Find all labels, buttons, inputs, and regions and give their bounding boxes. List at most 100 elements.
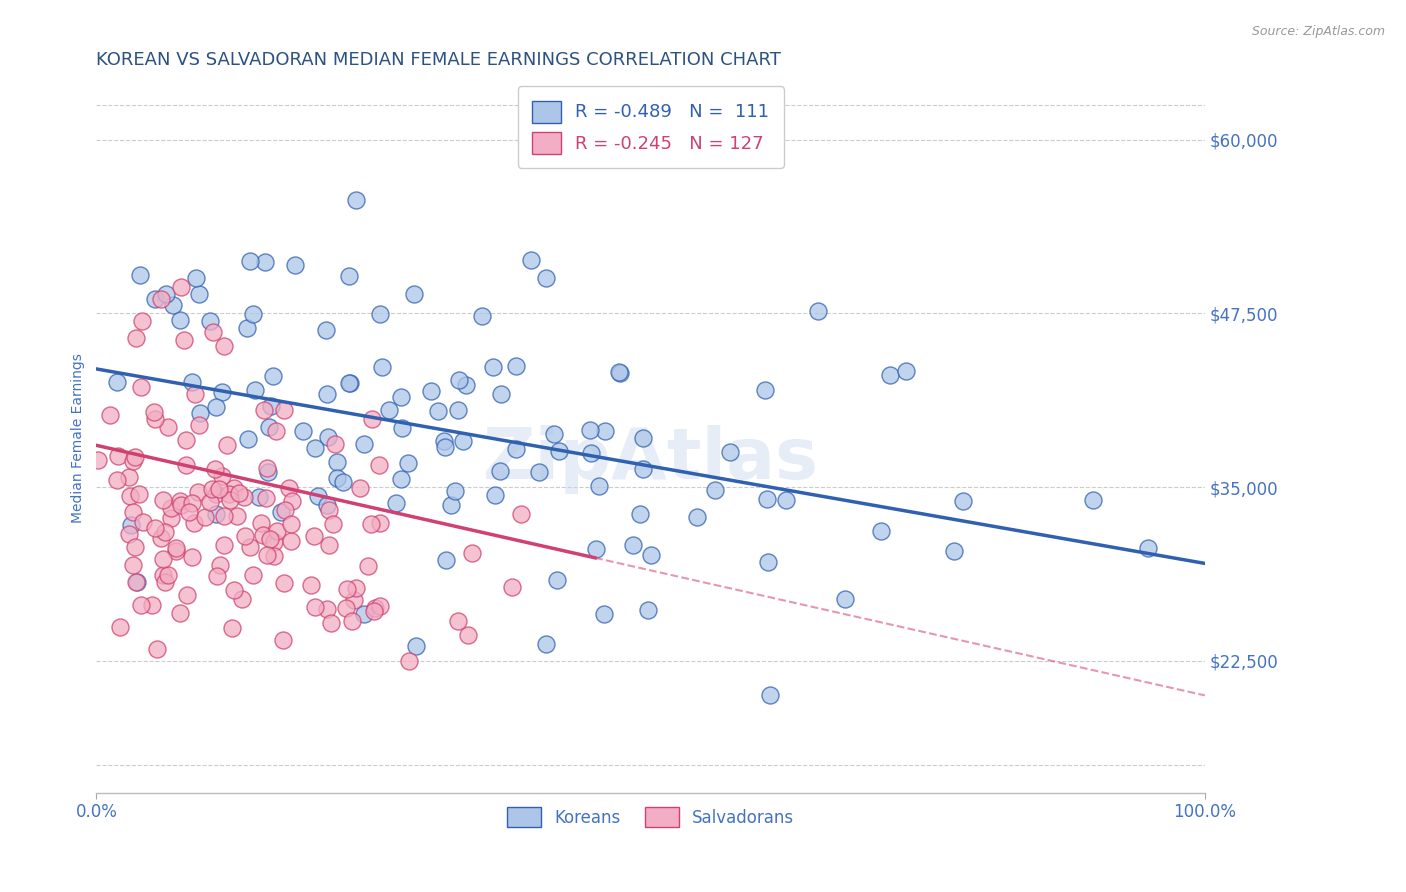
- Point: [173, 333, 195, 347]
- Point: [546, 573, 568, 587]
- Point: [367, 458, 389, 472]
- Point: [211, 384, 233, 399]
- Point: [107, 473, 129, 487]
- Point: [212, 537, 235, 551]
- Point: [360, 516, 382, 531]
- Point: [419, 384, 441, 399]
- Point: [718, 445, 741, 459]
- Point: [243, 383, 266, 397]
- Point: [221, 621, 243, 635]
- Point: [143, 292, 166, 306]
- Point: [155, 286, 177, 301]
- Point: [343, 592, 366, 607]
- Point: [129, 268, 152, 283]
- Point: [169, 313, 191, 327]
- Point: [127, 575, 149, 590]
- Point: [157, 567, 180, 582]
- Point: [273, 632, 295, 647]
- Point: [205, 507, 228, 521]
- Point: [484, 488, 506, 502]
- Point: [256, 548, 278, 562]
- Point: [278, 482, 301, 496]
- Point: [153, 524, 176, 539]
- Point: [209, 558, 232, 572]
- Point: [242, 567, 264, 582]
- Point: [302, 529, 325, 543]
- Point: [249, 516, 271, 530]
- Point: [257, 465, 280, 479]
- Point: [357, 559, 380, 574]
- Point: [145, 641, 167, 656]
- Point: [184, 270, 207, 285]
- Point: [405, 640, 427, 654]
- Point: [434, 440, 457, 454]
- Point: [481, 359, 503, 374]
- Point: [180, 375, 202, 389]
- Point: [170, 280, 193, 294]
- Point: [389, 472, 412, 486]
- Point: [157, 420, 180, 434]
- Point: [633, 431, 655, 445]
- Point: [132, 515, 155, 529]
- Point: [150, 531, 173, 545]
- Point: [180, 496, 202, 510]
- Point: [153, 574, 176, 589]
- Point: [122, 558, 145, 572]
- Point: [118, 489, 141, 503]
- Point: [257, 420, 280, 434]
- Point: [200, 314, 222, 328]
- Point: [194, 509, 217, 524]
- Point: [143, 411, 166, 425]
- Point: [585, 541, 607, 556]
- Point: [280, 533, 302, 548]
- Point: [593, 425, 616, 439]
- Point: [200, 495, 222, 509]
- Point: [547, 444, 569, 458]
- Point: [143, 521, 166, 535]
- Point: [162, 298, 184, 312]
- Point: [169, 606, 191, 620]
- Point: [125, 575, 148, 590]
- Point: [201, 325, 224, 339]
- Legend: Koreans, Salvadorans: Koreans, Salvadorans: [501, 800, 800, 834]
- Point: [318, 538, 340, 552]
- Point: [640, 549, 662, 563]
- Point: [176, 589, 198, 603]
- Point: [454, 378, 477, 392]
- Point: [344, 193, 367, 207]
- Point: [256, 461, 278, 475]
- Point: [491, 386, 513, 401]
- Point: [232, 490, 254, 504]
- Point: [447, 614, 470, 628]
- Point: [122, 454, 145, 468]
- Point: [623, 538, 645, 552]
- Point: [758, 689, 780, 703]
- Point: [361, 412, 384, 426]
- Point: [266, 524, 288, 538]
- Point: [337, 376, 360, 391]
- Point: [307, 489, 329, 503]
- Point: [188, 418, 211, 433]
- Point: [578, 423, 600, 437]
- Point: [637, 603, 659, 617]
- Point: [510, 507, 533, 521]
- Point: [756, 491, 779, 506]
- Point: [224, 481, 246, 495]
- Point: [457, 628, 479, 642]
- Point: [471, 309, 494, 323]
- Point: [304, 441, 326, 455]
- Point: [263, 534, 285, 549]
- Point: [391, 420, 413, 434]
- Point: [252, 528, 274, 542]
- Point: [260, 399, 283, 413]
- Point: [280, 517, 302, 532]
- Point: [318, 503, 340, 517]
- Point: [316, 430, 339, 444]
- Point: [183, 516, 205, 531]
- Point: [834, 592, 856, 607]
- Point: [131, 313, 153, 327]
- Point: [505, 359, 527, 373]
- Point: [247, 490, 270, 504]
- Point: [131, 380, 153, 394]
- Point: [703, 483, 725, 497]
